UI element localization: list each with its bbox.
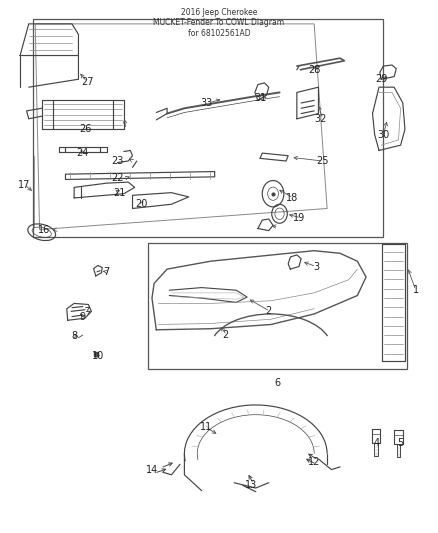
Text: 32: 32 [314,114,327,124]
Text: 27: 27 [81,77,93,87]
Bar [33,19,383,238]
Text: 25: 25 [317,156,329,166]
Text: 2: 2 [223,330,229,340]
Text: 8: 8 [71,331,77,341]
Text: 2: 2 [265,306,272,316]
Text: 30: 30 [377,130,389,140]
Text: 21: 21 [113,188,126,198]
Text: 16: 16 [38,224,50,235]
Text: 2016 Jeep Cherokee
MUCKET-Fender To COWL Diagram
for 68102561AD: 2016 Jeep Cherokee MUCKET-Fender To COWL… [153,8,285,38]
Text: 31: 31 [254,93,266,103]
Text: 22: 22 [111,173,124,183]
Text: 24: 24 [77,148,89,158]
Text: 13: 13 [245,480,258,490]
Text: 1: 1 [413,285,419,295]
Text: 4: 4 [374,438,380,448]
Text: 18: 18 [286,193,299,203]
Text: 26: 26 [79,124,91,134]
Text: 19: 19 [293,213,305,223]
Text: 5: 5 [398,438,404,448]
Text: 29: 29 [375,74,387,84]
Text: 10: 10 [92,351,104,361]
Text: 9: 9 [80,312,86,321]
Text: 6: 6 [274,377,280,387]
Text: 33: 33 [200,98,212,108]
Text: 23: 23 [111,156,124,166]
Bar [148,243,407,369]
Text: 17: 17 [18,180,31,190]
Text: 28: 28 [308,65,320,75]
Text: 14: 14 [146,465,158,474]
Text: 3: 3 [313,262,319,271]
Text: 12: 12 [308,457,320,467]
Text: 7: 7 [103,267,110,277]
Text: 11: 11 [200,422,212,432]
Text: 20: 20 [135,199,147,209]
